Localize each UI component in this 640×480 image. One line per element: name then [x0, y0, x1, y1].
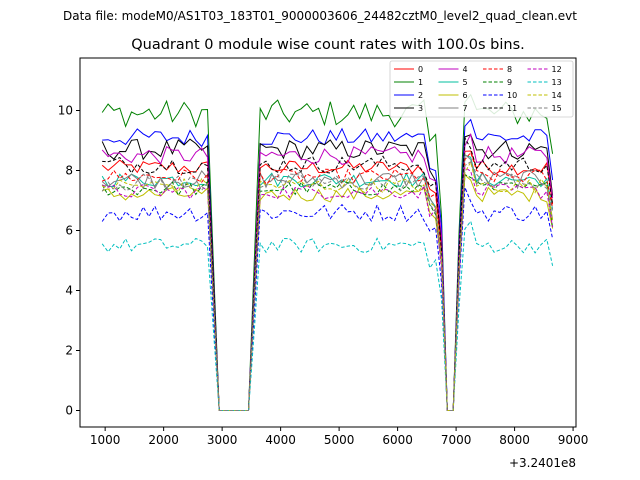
series-line-5: [101, 154, 554, 411]
legend-label-1: 1: [418, 78, 423, 87]
x-tick-label: 2000: [148, 433, 179, 447]
legend-label-15: 15: [552, 104, 562, 113]
x-tick-label: 9000: [558, 433, 589, 447]
legend-label-0: 0: [418, 65, 423, 74]
legend-label-9: 9: [507, 78, 512, 87]
y-tick-label: 0: [65, 404, 73, 418]
x-tick-label: 5000: [324, 433, 355, 447]
y-tick-label: 4: [65, 284, 73, 298]
series-line-11: [102, 136, 554, 411]
legend-label-12: 12: [552, 65, 562, 74]
legend-label-5: 5: [463, 78, 468, 87]
legend-label-10: 10: [507, 91, 517, 100]
series-line-15: [101, 161, 554, 411]
y-axis: 0 2 4 6 8 10: [58, 104, 80, 418]
series-line-13: [101, 220, 554, 411]
series-line-3: [101, 134, 554, 411]
x-tick-label: 6000: [382, 433, 413, 447]
legend-label-8: 8: [507, 65, 512, 74]
series-line-10: [101, 187, 554, 411]
y-tick-label: 6: [65, 224, 73, 238]
series-line-2: [102, 118, 554, 411]
legend-label-11: 11: [507, 104, 517, 113]
legend-label-6: 6: [463, 91, 468, 100]
x-tick-label: 1000: [90, 433, 121, 447]
x-axis: 1000 2000 3000 4000 5000 6000 7000 8000 9000: [90, 427, 588, 447]
legend-frame: [389, 60, 574, 118]
series-line-7: [101, 153, 554, 411]
legend-label-14: 14: [552, 91, 562, 100]
legend-label-2: 2: [418, 91, 423, 100]
chart-title: Quadrant 0 module wise count rates with …: [131, 37, 525, 53]
y-tick-label: 2: [65, 344, 73, 358]
plot-frame: [79, 57, 577, 428]
series-line-9: [101, 173, 554, 411]
series-line-8: [102, 151, 554, 411]
x-tick-label: 8000: [499, 433, 530, 447]
series-line-12: [102, 166, 554, 411]
series-layer: [101, 93, 554, 411]
y-tick-label: 10: [58, 104, 73, 118]
legend-label-3: 3: [418, 104, 423, 113]
x-tick-label: 3000: [207, 433, 238, 447]
legend-label-7: 7: [463, 104, 468, 113]
series-line-14: [101, 160, 554, 411]
legend-label-13: 13: [552, 78, 562, 87]
x-offset-label: +3.2401e8: [509, 456, 576, 470]
figure-suptitle: Data file: modeM0/AS1T03_183T01_90000036…: [63, 9, 577, 23]
y-tick-label: 8: [65, 164, 73, 178]
legend-label-4: 4: [463, 65, 468, 74]
x-tick-label: 4000: [265, 433, 296, 447]
series-line-4: [101, 132, 554, 411]
x-tick-label: 7000: [441, 433, 472, 447]
